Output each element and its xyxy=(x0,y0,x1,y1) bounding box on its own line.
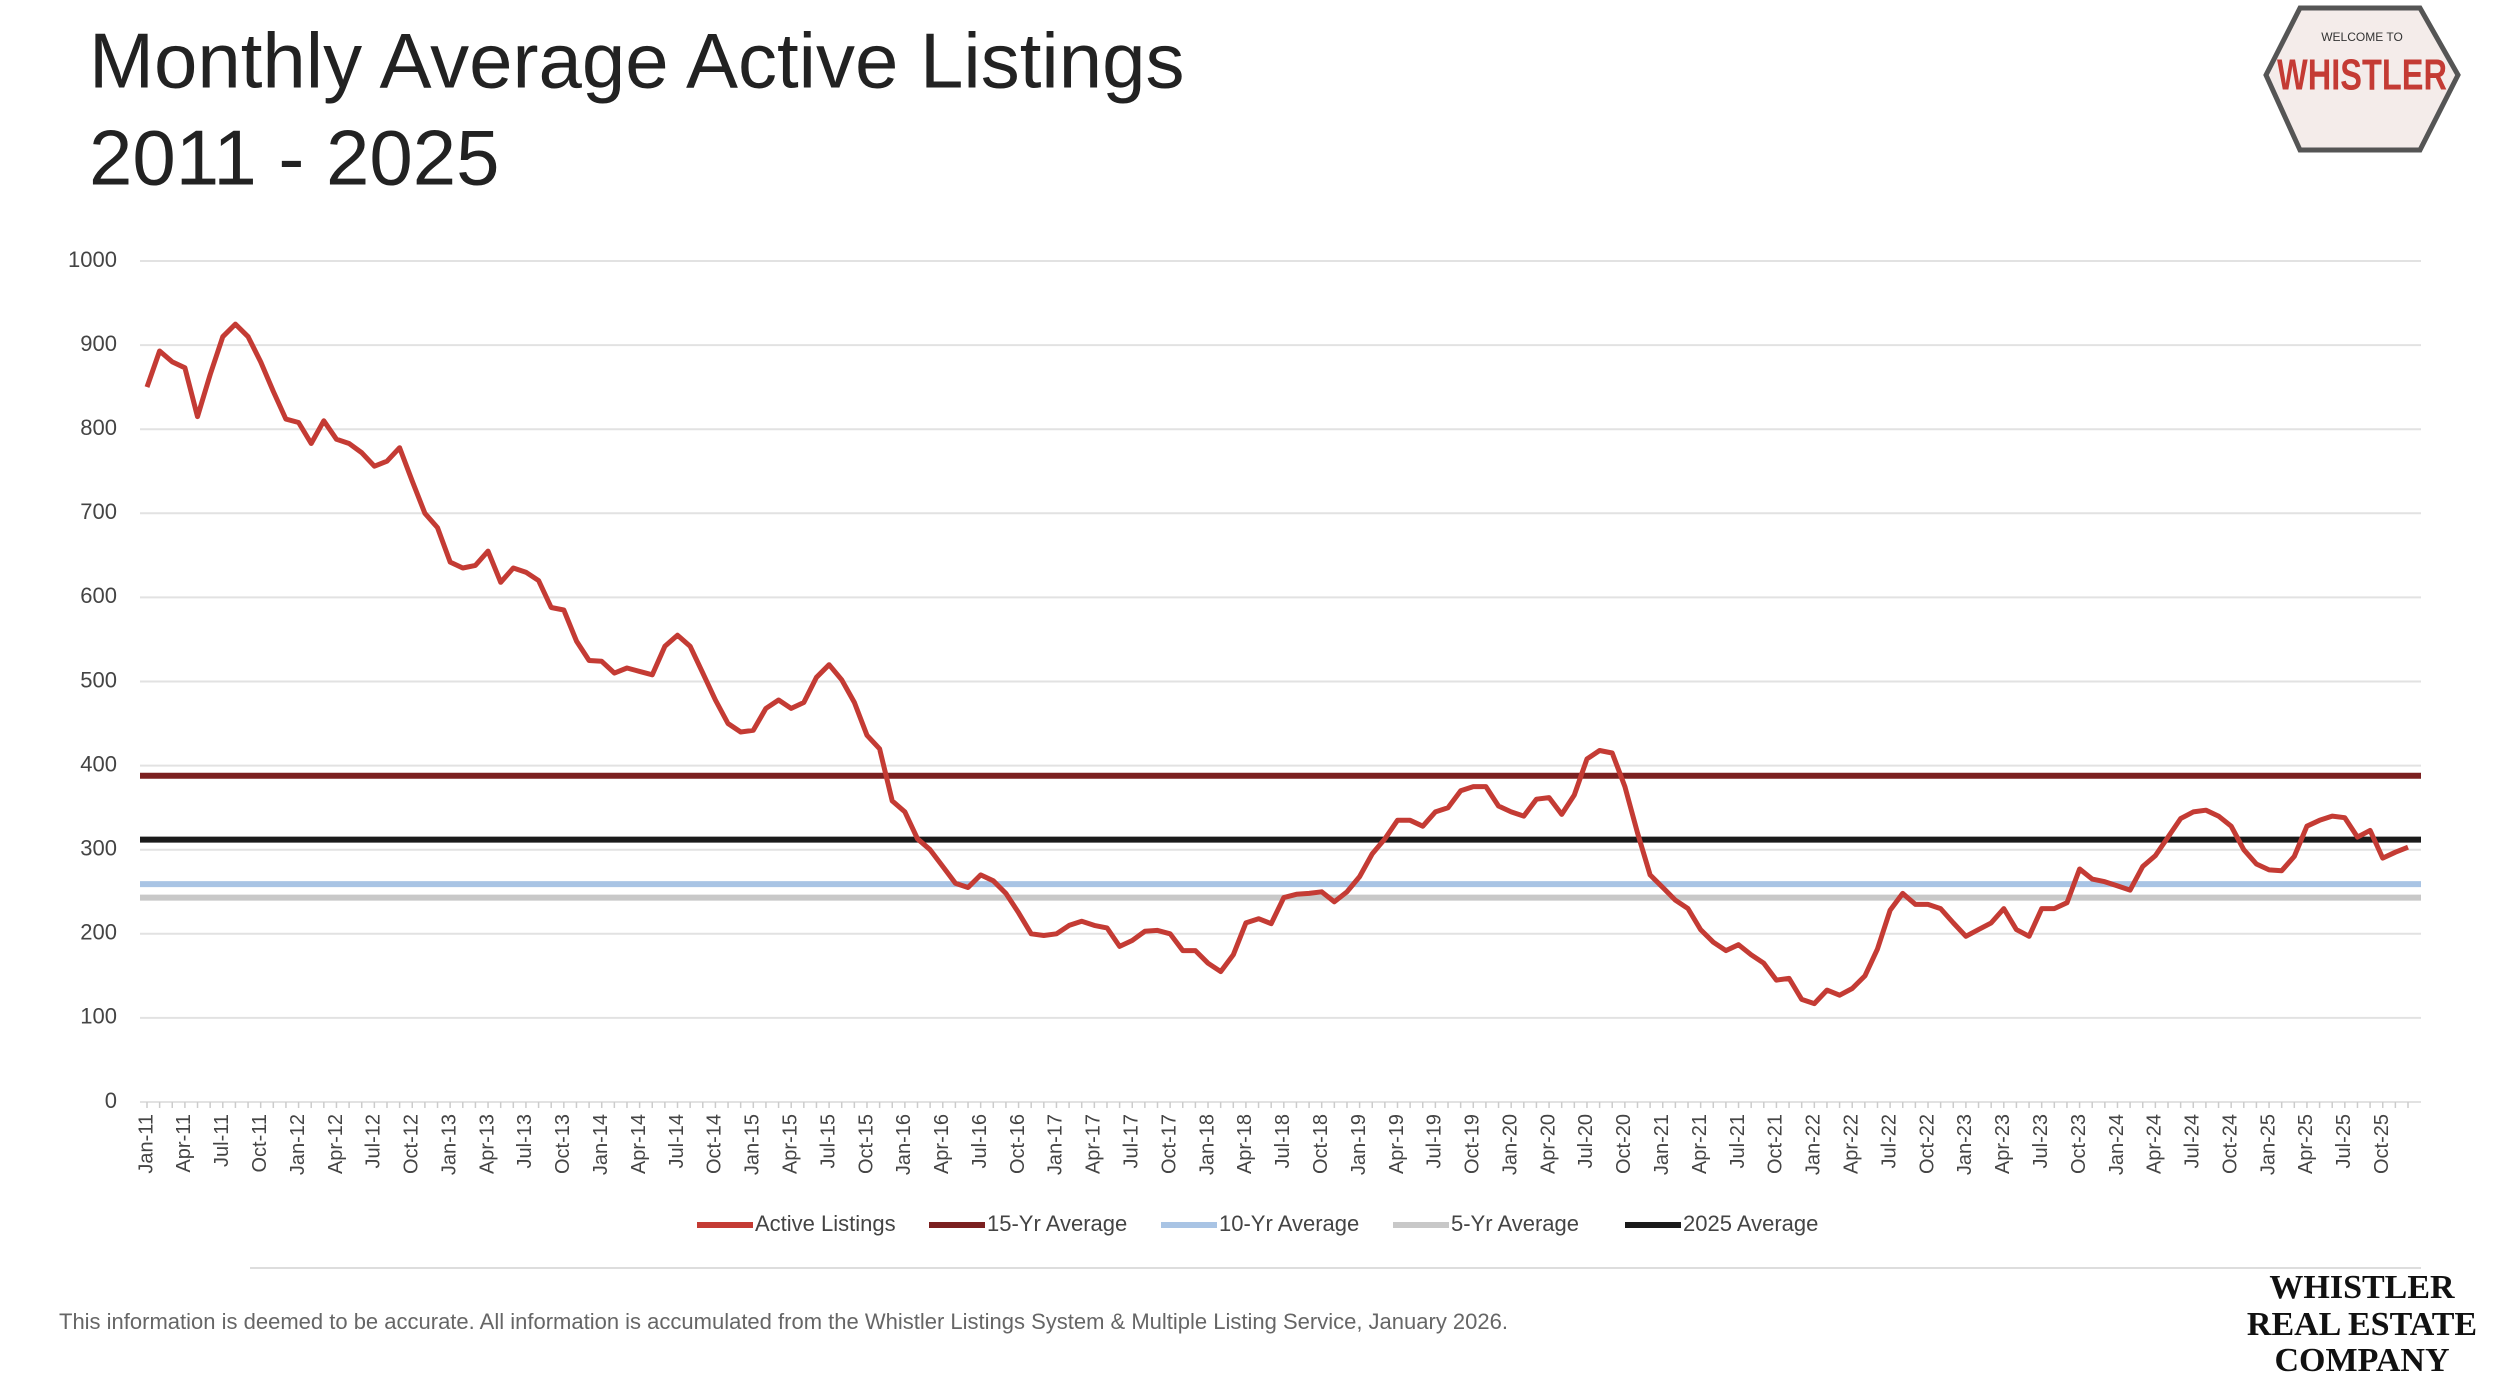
x-tick-label: Jan-17 xyxy=(1045,1114,1067,1175)
x-tick-label: Oct-23 xyxy=(2068,1114,2090,1174)
y-tick-label: 0 xyxy=(105,1088,117,1113)
x-tick-label: Oct-18 xyxy=(1310,1114,1332,1174)
y-tick-label: 500 xyxy=(80,667,117,692)
x-tick-label: Jul-16 xyxy=(969,1114,991,1168)
y-tick-label: 800 xyxy=(80,415,117,440)
chart-title: Monthly Average Active Listings xyxy=(89,17,1185,105)
x-tick-label: Jul-25 xyxy=(2333,1114,2355,1168)
x-tick-label: Oct-17 xyxy=(1158,1114,1180,1174)
x-tick-label: Apr-14 xyxy=(628,1114,650,1174)
x-tick-label: Jul-24 xyxy=(2182,1114,2204,1168)
x-tick-label: Jan-23 xyxy=(1954,1114,1976,1175)
brand-line: WHISTLER xyxy=(2269,1269,2455,1306)
x-tick-label: Oct-19 xyxy=(1462,1114,1484,1174)
x-tick-label: Jul-17 xyxy=(1121,1114,1143,1168)
x-tick-label: Jan-25 xyxy=(2257,1114,2279,1175)
x-tick-label: Oct-20 xyxy=(1613,1114,1635,1174)
x-tick-label: Apr-16 xyxy=(931,1114,953,1174)
y-tick-label: 1000 xyxy=(68,247,117,272)
x-tick-label: Oct-16 xyxy=(1007,1114,1029,1174)
x-tick-label: Jul-18 xyxy=(1272,1114,1294,1168)
y-tick-label: 100 xyxy=(80,1004,117,1029)
x-tick-label: Oct-25 xyxy=(2371,1114,2393,1174)
x-tick-label: Jan-11 xyxy=(135,1114,157,1174)
x-tick-label: Apr-22 xyxy=(1841,1114,1863,1174)
data-line xyxy=(144,321,2409,1007)
x-tick-label: Apr-21 xyxy=(1689,1114,1711,1174)
legend-label: 10-Yr Average xyxy=(1219,1211,1359,1236)
x-tick-label: Jul-19 xyxy=(1424,1114,1446,1168)
x-tick-label: Jan-19 xyxy=(1348,1114,1370,1175)
y-tick-label: 400 xyxy=(80,751,117,776)
x-tick-label: Jan-20 xyxy=(1499,1114,1521,1175)
x-tick-label: Apr-13 xyxy=(476,1114,498,1174)
x-tick-label: Jan-16 xyxy=(893,1114,915,1175)
x-tick-label: Jul-15 xyxy=(817,1114,839,1168)
legend-label: 15-Yr Average xyxy=(987,1211,1127,1236)
x-tick-label: Jan-18 xyxy=(1196,1114,1218,1175)
x-tick-label: Jul-22 xyxy=(1878,1114,1900,1168)
x-tick-label: Oct-12 xyxy=(401,1114,423,1174)
x-tick-label: Oct-24 xyxy=(2219,1114,2241,1174)
x-tick-label: Oct-14 xyxy=(704,1114,726,1174)
x-tick-label: Oct-13 xyxy=(552,1114,574,1174)
x-tick-label: Apr-15 xyxy=(779,1114,801,1174)
legend-label: 2025 Average xyxy=(1683,1211,1818,1236)
x-tick-label: Oct-15 xyxy=(855,1114,877,1174)
x-tick-label: Jul-23 xyxy=(2030,1114,2052,1168)
logo-small: WELCOME TO xyxy=(2321,30,2403,44)
x-tick-label: Oct-22 xyxy=(1916,1114,1938,1174)
x-tick-label: Jul-13 xyxy=(514,1114,536,1168)
x-tick-label: Jan-22 xyxy=(1803,1114,1825,1175)
x-tick-label: Apr-23 xyxy=(1992,1114,2014,1174)
x-tick-label: Oct-11 xyxy=(249,1114,271,1173)
logo-badge xyxy=(2263,5,2461,153)
y-tick-label: 700 xyxy=(80,499,117,524)
y-tick-label: 900 xyxy=(80,331,117,356)
x-tick-label: Jul-12 xyxy=(363,1114,385,1168)
chart-title: 2011 - 2025 xyxy=(89,114,500,202)
brand-line: REAL ESTATE xyxy=(2247,1306,2477,1343)
x-tick-label: Apr-24 xyxy=(2144,1114,2166,1174)
x-tick-label: Apr-17 xyxy=(1083,1114,1105,1174)
x-tick-label: Jan-13 xyxy=(438,1114,460,1175)
y-tick-label: 300 xyxy=(80,836,117,861)
x-tick-label: Jul-21 xyxy=(1727,1114,1749,1168)
x-tick-label: Jan-14 xyxy=(590,1114,612,1175)
x-tick-label: Jan-24 xyxy=(2106,1114,2128,1175)
x-tick-label: Jul-14 xyxy=(666,1114,688,1168)
x-tick-label: Apr-12 xyxy=(325,1114,347,1174)
logo-name: WHISTLER xyxy=(2277,51,2447,100)
logo: WELCOME TO WHISTLER xyxy=(2263,5,2461,153)
x-tick-label: Apr-18 xyxy=(1234,1114,1256,1174)
x-tick-label: Jan-12 xyxy=(287,1114,309,1175)
x-tick-label: Apr-19 xyxy=(1386,1114,1408,1174)
y-tick-label: 600 xyxy=(80,583,117,608)
x-tick-label: Jul-20 xyxy=(1575,1114,1597,1168)
x-tick-label: Apr-25 xyxy=(2295,1114,2317,1174)
legend-label: 5-Yr Average xyxy=(1451,1211,1579,1236)
x-tick-label: Apr-20 xyxy=(1537,1114,1559,1174)
x-tick-label: Apr-11 xyxy=(173,1114,195,1173)
x-tick-label: Oct-21 xyxy=(1765,1114,1787,1174)
x-tick-label: Jul-11 xyxy=(211,1114,233,1167)
brand-line: COMPANY xyxy=(2275,1342,2450,1379)
y-tick-label: 200 xyxy=(80,920,117,945)
legend-label: Active Listings xyxy=(755,1211,896,1236)
x-tick-label: Jan-21 xyxy=(1651,1114,1673,1175)
x-tick-label: Jan-15 xyxy=(742,1114,764,1175)
footnote: This information is deemed to be accurat… xyxy=(59,1309,1508,1334)
